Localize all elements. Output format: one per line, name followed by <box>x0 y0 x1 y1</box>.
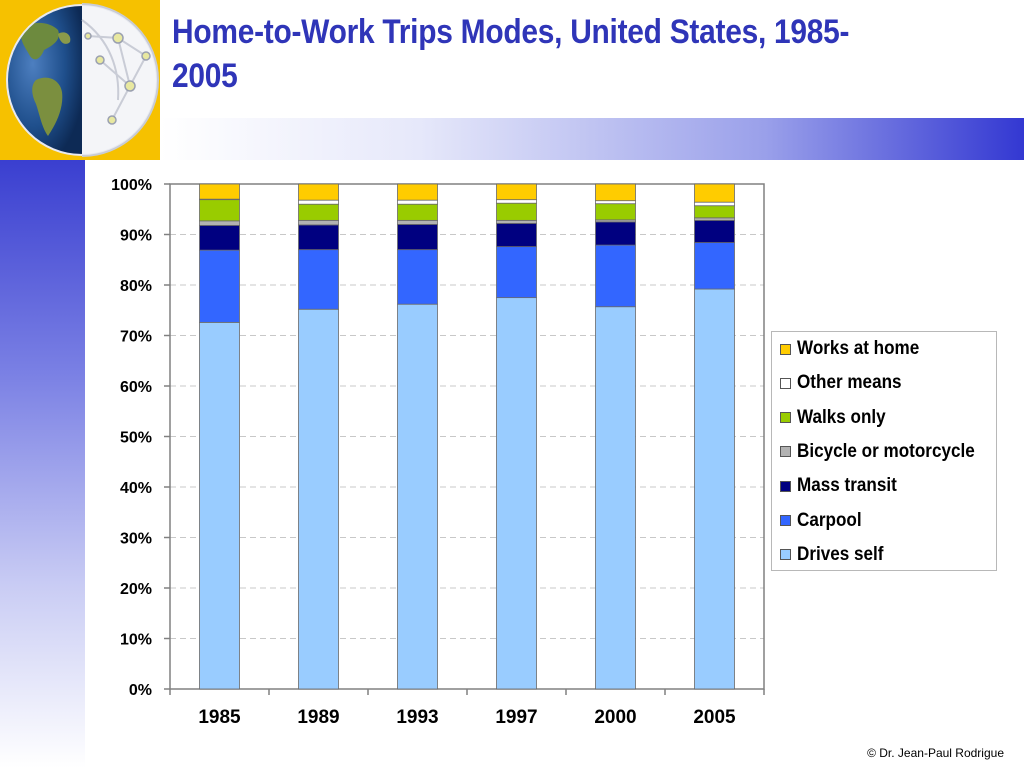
legend-label: Carpool <box>797 509 862 531</box>
bar-segment-other-means-1989 <box>298 199 339 205</box>
bar-segment-mass-transit-2000 <box>595 221 636 246</box>
legend-item: Walks only <box>780 406 896 430</box>
legend-swatch <box>780 412 791 424</box>
legend-label: Drives self <box>797 543 884 565</box>
bar-segment-carpool-1985 <box>199 249 240 323</box>
bar-segment-other-means-2000 <box>595 200 636 205</box>
y-tick-label: 90% <box>120 228 152 245</box>
y-tick-label: 40% <box>120 480 152 497</box>
bar-segment-drives-self-2005 <box>694 288 735 690</box>
legend-swatch <box>780 549 791 561</box>
page-title: Home-to-Work Trips Modes, United States,… <box>172 13 850 95</box>
bar-segment-works-at-home-1985 <box>199 183 240 200</box>
legend-item: Works at home <box>780 337 933 361</box>
bar-segment-walks-only-2005 <box>694 205 735 219</box>
bar-segment-walks-only-2000 <box>595 203 636 221</box>
legend-label: Other means <box>797 372 902 394</box>
bar-segment-bicycle-or-motorcycle-1993 <box>397 219 438 225</box>
bar-segment-walks-only-1993 <box>397 203 438 221</box>
bar-segment-other-means-1993 <box>397 199 438 205</box>
y-tick-label: 60% <box>120 379 152 396</box>
legend-item: Bicycle or motorcycle <box>780 440 994 464</box>
x-tick-label: 1989 <box>297 707 339 728</box>
y-tick-label: 80% <box>120 278 152 295</box>
bar-segment-carpool-2000 <box>595 244 636 308</box>
bar-segment-works-at-home-1989 <box>298 183 339 201</box>
left-gradient-bar <box>0 160 85 768</box>
y-tick-label: 30% <box>120 531 152 548</box>
x-tick-label: 1993 <box>396 707 438 728</box>
chart-legend: Works at home Other means Walks only Bicycl… <box>771 331 997 571</box>
globe-network-icon <box>6 3 159 157</box>
legend-swatch <box>780 515 791 526</box>
bar-segment-drives-self-1989 <box>298 308 339 690</box>
bar-segment-other-means-1997 <box>496 199 537 204</box>
logo <box>0 0 160 160</box>
bar-segment-carpool-1997 <box>496 246 537 299</box>
legend-item: Drives self <box>780 543 893 567</box>
bar-segment-works-at-home-2005 <box>694 183 735 203</box>
x-tick-label: 2000 <box>594 707 636 728</box>
bar-segment-carpool-2005 <box>694 242 735 290</box>
bar-segment-walks-only-1989 <box>298 203 339 221</box>
copyright-text: © Dr. Jean-Paul Rodrigue <box>867 746 1004 760</box>
legend-item: Other means <box>780 371 913 395</box>
bar-segment-carpool-1993 <box>397 249 438 305</box>
bar-segment-works-at-home-1993 <box>397 183 438 201</box>
legend-label: Bicycle or motorcycle <box>797 440 975 462</box>
header-gradient-band <box>160 118 1024 160</box>
bar-segment-drives-self-1985 <box>199 321 240 690</box>
bar-segment-mass-transit-1993 <box>397 223 438 251</box>
bar-segment-works-at-home-2000 <box>595 183 636 202</box>
bar-segment-bicycle-or-motorcycle-1989 <box>298 219 339 226</box>
legend-label: Works at home <box>797 338 920 359</box>
bar-segment-mass-transit-1989 <box>298 224 339 251</box>
y-tick-label: 20% <box>120 581 152 598</box>
bar-segment-mass-transit-1997 <box>496 222 537 248</box>
legend-item: Mass transit <box>780 474 908 498</box>
legend-swatch <box>780 377 791 389</box>
x-tick-label: 1985 <box>198 707 241 728</box>
bar-segment-other-means-2005 <box>694 201 735 207</box>
bar-segment-drives-self-1993 <box>397 303 438 690</box>
legend-label: Walks only <box>797 406 886 428</box>
legend-label: Mass transit <box>797 475 897 497</box>
bar-segment-bicycle-or-motorcycle-1985 <box>199 220 240 226</box>
y-tick-label: 100% <box>111 177 152 194</box>
x-tick-label: 1997 <box>495 707 537 728</box>
bar-segment-walks-only-1997 <box>496 202 537 221</box>
y-tick-label: 10% <box>120 632 152 649</box>
legend-item: Carpool <box>780 509 869 533</box>
y-tick-label: 70% <box>120 329 152 346</box>
y-tick-label: 50% <box>120 430 152 447</box>
bar-segment-mass-transit-1985 <box>199 225 240 251</box>
bar-segment-carpool-1989 <box>298 249 339 310</box>
bar-segment-works-at-home-1997 <box>496 183 537 201</box>
bar-segment-drives-self-1997 <box>496 297 537 690</box>
y-tick-label: 0% <box>129 682 152 699</box>
bar-segment-walks-only-1985 <box>199 199 240 222</box>
legend-swatch <box>780 446 791 458</box>
bar-segment-bicycle-or-motorcycle-1997 <box>496 219 537 224</box>
bar-segment-mass-transit-2005 <box>694 219 735 243</box>
bar-segment-drives-self-2000 <box>595 306 636 690</box>
x-tick-label: 2005 <box>693 707 736 728</box>
legend-swatch <box>780 480 791 492</box>
legend-swatch <box>780 343 791 355</box>
